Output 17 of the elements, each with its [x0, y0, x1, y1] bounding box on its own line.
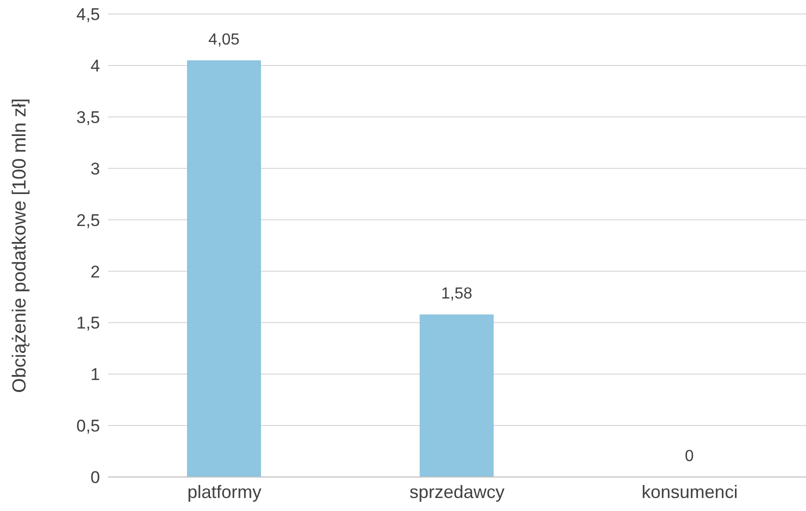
y-tick-label: 3,5 [76, 108, 100, 127]
y-axis-title: Obciążenie podatkowe [100 mln zł] [10, 98, 31, 393]
data-label: 1,58 [441, 285, 472, 302]
y-tick-label: 2 [90, 262, 100, 282]
y-tick-label: 0 [90, 468, 100, 488]
y-tick-label: 2,5 [76, 210, 100, 230]
y-tick-label: 4,5 [76, 5, 100, 24]
x-tick-label: konsumenci [642, 482, 738, 502]
y-tick-label: 3 [90, 159, 100, 178]
data-label: 0 [684, 448, 694, 465]
y-tick-label: 1,5 [76, 314, 100, 333]
data-label: 4,05 [208, 31, 240, 48]
y-tick-label: 4 [90, 56, 100, 76]
y-tick-label: 0,5 [76, 416, 100, 436]
x-tick-label: platformy [187, 482, 262, 502]
x-tick-label: sprzedawcy [409, 482, 505, 502]
y-tick-label: 1 [90, 365, 100, 384]
